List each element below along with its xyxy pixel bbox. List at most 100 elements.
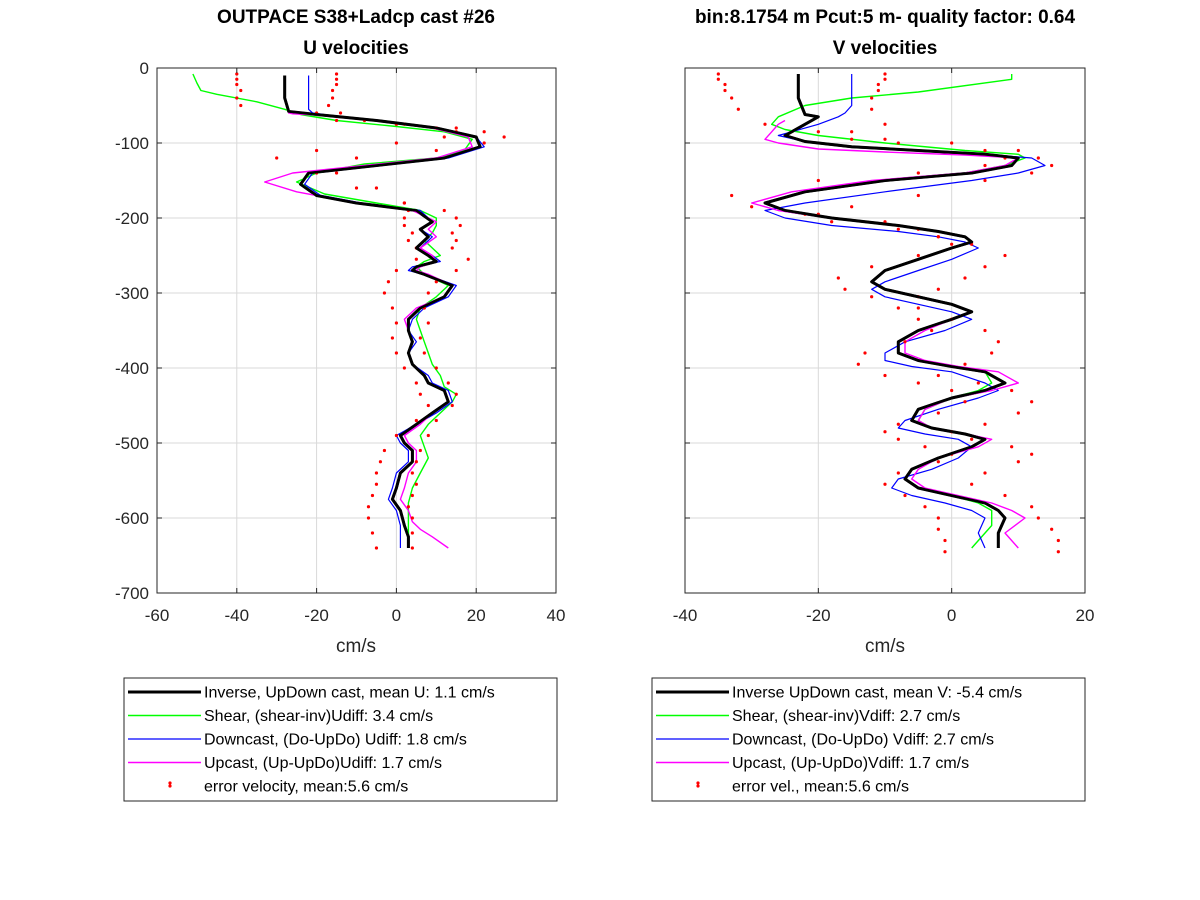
v-inverse-line-top — [763, 74, 1020, 548]
u-chart-subtitle: U velocities — [303, 38, 409, 59]
v-legend-item-inverse: Inverse UpDown cast, mean V: -5.4 cm/s — [656, 685, 1022, 702]
v-error-point — [850, 205, 854, 209]
v-error-point — [983, 422, 987, 426]
v-plot-lines — [716, 72, 1060, 554]
v-error-point — [883, 137, 887, 141]
v-error-point — [950, 388, 954, 393]
u-shear-line — [192, 73, 473, 548]
u-error-point — [239, 103, 243, 108]
v-error-point — [976, 381, 980, 385]
v-error-point — [883, 430, 887, 434]
v-error-point — [916, 171, 920, 175]
u-y-tick-label: -100 — [115, 134, 149, 153]
u-error-point — [334, 171, 339, 175]
v-error-point — [1036, 156, 1040, 160]
v-chart-subtitle: V velocities — [833, 38, 938, 59]
v-error-point — [750, 205, 754, 209]
u-y-tick-label: -400 — [115, 359, 149, 378]
u-legend: Inverse, UpDown cast, mean U: 1.1 cm/s Sh… — [123, 677, 558, 802]
v-error-point — [883, 77, 887, 81]
v-error-velocity-markers — [716, 72, 1060, 554]
u-error-point — [442, 135, 446, 139]
u-error-point — [374, 186, 379, 190]
u-error-point — [235, 82, 239, 87]
u-error-point — [458, 223, 462, 228]
v-error-point — [963, 400, 967, 404]
v-error-point — [1030, 400, 1034, 404]
u-error-point — [454, 268, 458, 273]
u-error-point — [378, 460, 383, 464]
u-error-point — [402, 366, 406, 370]
u-error-point — [426, 403, 430, 408]
v-shear-line — [764, 74, 1026, 549]
v-error-point — [716, 72, 720, 76]
v-error-point — [983, 178, 987, 183]
u-error-velocity-markers — [235, 72, 506, 550]
v-axes-frame — [684, 67, 1086, 594]
u-chart-title: OUTPACE S38+Ladcp cast #26 — [217, 7, 495, 28]
v-error-point — [983, 265, 987, 269]
u-error-point — [450, 403, 454, 408]
v-error-point — [856, 362, 860, 366]
u-legend-item-shear: Shear, (shear-inv)Udiff: 3.4 cm/s — [128, 708, 433, 725]
v-error-point — [830, 220, 834, 224]
v-error-point — [1003, 493, 1007, 498]
v-legend-label-upcast: Upcast, (Up-UpDo)Vdiff: 1.7 cm/s — [732, 755, 969, 772]
v-error-point — [816, 178, 820, 183]
v-error-point — [870, 265, 874, 269]
v-x-tick-label: -40 — [673, 606, 698, 625]
v-error-point — [1003, 253, 1007, 258]
u-error-point — [374, 471, 379, 475]
u-error-point — [410, 493, 414, 498]
u-x-tick-label: 20 — [467, 606, 486, 625]
v-x-ticks: -40 -20 0 20 — [673, 68, 1094, 625]
u-error-point — [370, 493, 375, 498]
u-error-point — [394, 433, 398, 438]
u-error-point — [354, 156, 359, 160]
u-legend-item-upcast: Upcast, (Up-UpDo)Udiff: 1.7 cm/s — [128, 755, 442, 772]
v-error-point — [870, 96, 874, 100]
u-x-tick-label: 40 — [547, 606, 566, 625]
u-legend-label-error: error velocity, mean:5.6 cm/s — [204, 779, 408, 796]
v-error-point — [936, 516, 940, 520]
u-error-point — [374, 546, 379, 550]
u-error-point — [366, 516, 371, 520]
v-inverse-line — [763, 74, 1020, 548]
v-velocity-panel: bin:8.1754 m Pcut:5 m- quality factor: 0… — [651, 7, 1094, 802]
v-error-point — [943, 538, 947, 543]
v-error-point — [1056, 550, 1060, 554]
u-error-point — [394, 141, 398, 145]
u-error-point — [414, 460, 418, 464]
u-error-point — [334, 82, 339, 87]
v-error-point — [730, 193, 734, 198]
u-error-point — [315, 148, 319, 153]
v-error-point — [843, 287, 847, 291]
u-error-point — [418, 392, 422, 396]
v-error-point — [916, 253, 920, 258]
v-error-point — [936, 373, 940, 378]
u-plot-lines — [192, 72, 506, 550]
u-x-tick-label: 0 — [392, 606, 401, 625]
u-error-point — [414, 418, 418, 423]
u-error-point — [390, 336, 395, 340]
v-x-tick-label: 0 — [947, 606, 956, 625]
v-error-point — [970, 437, 974, 441]
u-error-point — [426, 433, 430, 438]
v-error-point — [716, 77, 720, 81]
v-error-point — [1016, 460, 1020, 464]
u-error-point — [414, 381, 418, 385]
u-error-point — [382, 291, 387, 295]
v-chart-title: bin:8.1754 m Pcut:5 m- quality factor: 0… — [695, 7, 1076, 28]
v-error-point — [723, 82, 727, 87]
v-grid — [685, 68, 1085, 593]
u-error-point — [482, 141, 486, 145]
u-error-point — [275, 156, 279, 160]
u-inverse-line — [283, 75, 482, 548]
v-error-point — [896, 141, 900, 145]
u-error-point — [410, 231, 414, 235]
u-legend-item-inverse: Inverse, UpDown cast, mean U: 1.1 cm/s — [128, 685, 495, 702]
v-error-point — [763, 122, 767, 126]
v-error-point — [996, 340, 1000, 344]
u-legend-label-downcast: Downcast, (Do-UpDo) Udiff: 1.8 cm/s — [204, 732, 467, 749]
u-error-point — [334, 77, 339, 81]
